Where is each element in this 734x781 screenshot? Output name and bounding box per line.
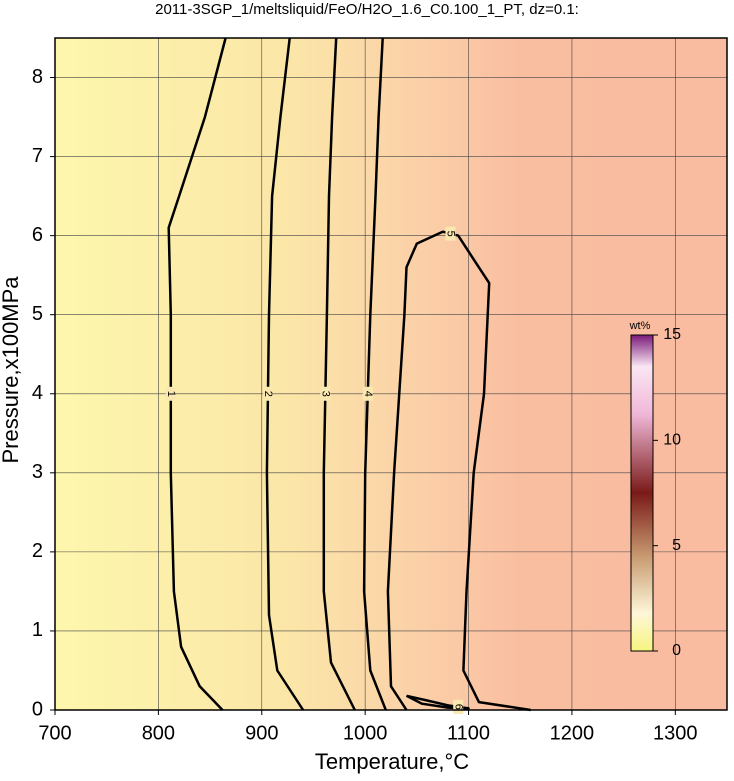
contour-label: 2 xyxy=(262,391,274,397)
x-tick-label: 900 xyxy=(245,722,278,744)
contour-line xyxy=(405,694,470,710)
x-tick-label: 1300 xyxy=(653,722,698,744)
y-tick-label: 6 xyxy=(32,224,43,246)
contour-label-bg xyxy=(262,386,273,401)
x-axis-label: Temperature,°C xyxy=(315,749,469,774)
contour-label: 6 xyxy=(452,704,464,710)
plot-frame xyxy=(54,37,728,711)
contour-label: 1 xyxy=(165,391,177,397)
x-tick-label: 1100 xyxy=(447,722,490,744)
x-tick-label: 800 xyxy=(142,722,175,744)
colorbar xyxy=(630,334,654,652)
y-axis-label: Pressure,x100MPa xyxy=(0,276,23,464)
contour-label-bg xyxy=(165,386,176,401)
x-tick-label: 700 xyxy=(38,722,71,744)
y-tick-label: 4 xyxy=(32,382,43,404)
contour-label: 5 xyxy=(445,231,457,237)
contour-label: 4 xyxy=(362,391,374,397)
y-tick-label: 8 xyxy=(32,66,43,88)
contour-label-bg xyxy=(320,386,331,401)
y-tick-label: 3 xyxy=(32,461,43,483)
y-tick-label: 1 xyxy=(32,619,43,641)
chart-title: 2011-3SGP_1/meltsliquid/FeO/H2O_1.6_C0.1… xyxy=(155,1,579,18)
contour-line xyxy=(386,230,531,712)
y-tick-label: 5 xyxy=(32,303,43,325)
contour-label-bg xyxy=(362,386,373,401)
plot-background xyxy=(55,38,727,710)
colorbar-tick-label: 5 xyxy=(672,537,681,554)
x-tick-label: 1200 xyxy=(550,722,595,744)
y-tick-label: 2 xyxy=(32,540,43,562)
colorbar-tick-label: 10 xyxy=(663,432,681,449)
colorbar-axis: 0 5 10 15 xyxy=(653,326,681,659)
x-tick-label: 1000 xyxy=(343,722,388,744)
y-tick-label: 7 xyxy=(32,145,43,167)
colorbar-tick-label: 0 xyxy=(672,642,681,659)
contour-label-bg xyxy=(453,699,464,714)
colorbar-label: wt% xyxy=(629,320,651,332)
contour-label-bg xyxy=(445,226,456,241)
contours: 1 2 3 4 5 6 xyxy=(165,37,531,714)
y-tick-label: 0 xyxy=(32,698,43,720)
contour-label: 3 xyxy=(319,391,331,397)
colorbar-tick-label: 15 xyxy=(663,326,681,343)
